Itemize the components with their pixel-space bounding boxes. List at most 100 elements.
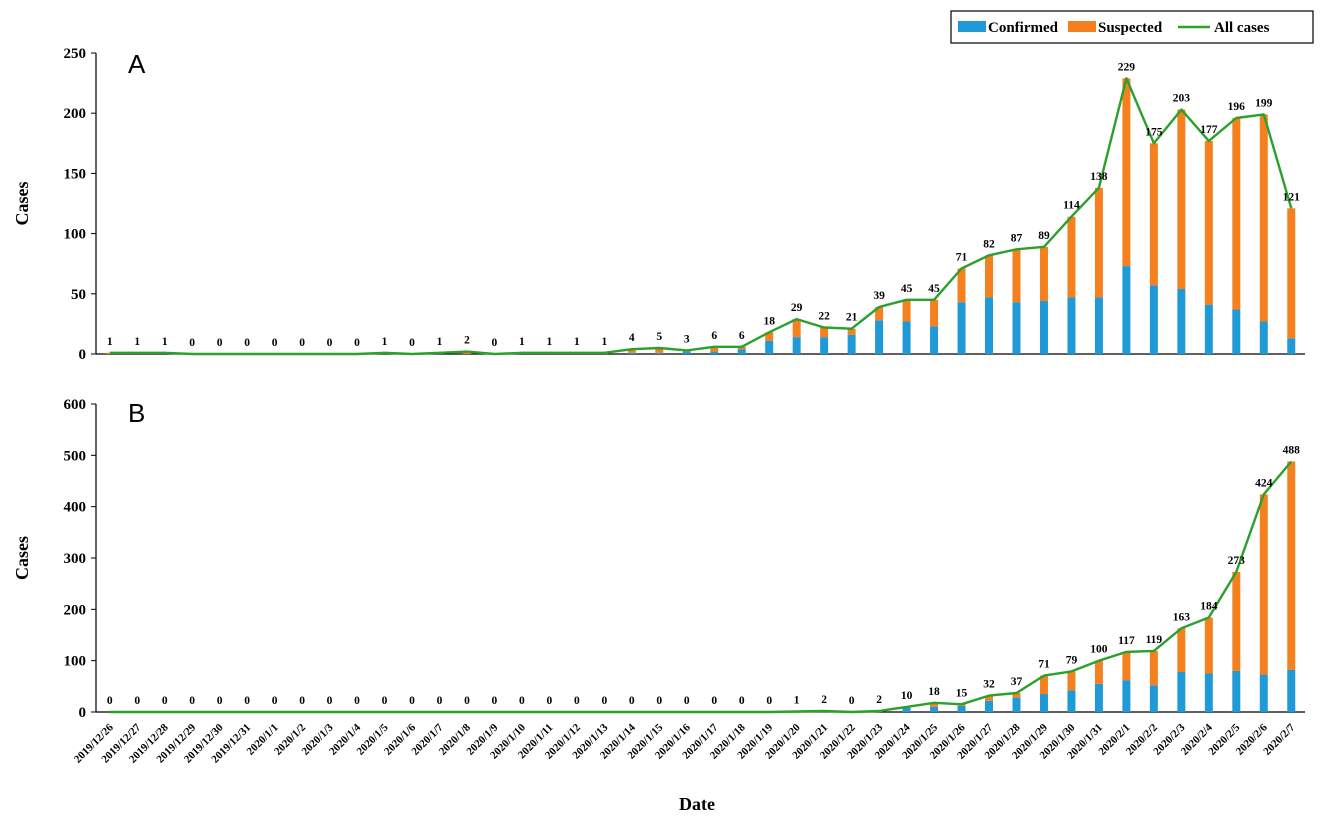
all-cases-data-label: 71 (1038, 659, 1050, 671)
all-cases-data-label: 138 (1090, 171, 1108, 183)
suspected-bar (820, 327, 829, 338)
all-cases-data-label: 0 (464, 695, 470, 707)
legend-confirmed-label: Confirmed (988, 20, 1059, 36)
confirmed-bar (1232, 309, 1241, 354)
suspected-bar (710, 346, 719, 352)
suspected-bar (1039, 675, 1048, 695)
panel-a-label: A (128, 49, 146, 79)
confirmed-bar (1259, 674, 1268, 712)
confirmed-bar (1259, 321, 1268, 354)
confirmed-bar (682, 351, 691, 354)
confirmed-bar (1094, 683, 1103, 712)
all-cases-data-label: 0 (409, 337, 415, 349)
confirmed-bar (765, 340, 774, 354)
suspected-bar (875, 307, 884, 321)
confirmed-bar (1177, 288, 1186, 354)
suspected-bar (1012, 693, 1021, 698)
confirmed-bar (1232, 670, 1241, 712)
suspected-bar (1067, 216, 1076, 298)
all-cases-data-label: 0 (299, 695, 305, 707)
all-cases-data-label: 203 (1173, 93, 1191, 105)
suspected-bar (957, 268, 966, 303)
y-tick-label: 100 (64, 227, 87, 243)
all-cases-data-label: 79 (1066, 654, 1078, 666)
all-cases-data-label: 229 (1118, 61, 1136, 73)
confirmed-bar (1067, 690, 1076, 712)
all-cases-data-label: 89 (1038, 230, 1050, 242)
all-cases-data-label: 0 (382, 695, 388, 707)
suspected-bar (1259, 494, 1268, 675)
confirmed-bar (875, 320, 884, 354)
confirmed-bar (985, 297, 994, 354)
all-cases-data-label: 37 (1011, 676, 1023, 688)
all-cases-data-label: 424 (1255, 477, 1273, 489)
y-tick-label: 150 (64, 166, 87, 182)
confirmed-bar (902, 321, 911, 354)
y-tick-label: 200 (64, 602, 87, 618)
all-cases-data-label: 0 (299, 337, 305, 349)
all-cases-data-label: 273 (1228, 555, 1246, 567)
suspected-bar (1122, 78, 1131, 267)
all-cases-data-label: 29 (791, 302, 803, 314)
panel-b-label: B (128, 398, 145, 428)
y-tick-label: 500 (64, 448, 87, 464)
all-cases-data-label: 0 (766, 695, 772, 707)
all-cases-data-label: 0 (519, 695, 525, 707)
confirmed-bar (1287, 669, 1296, 712)
confirmed-bar (1122, 680, 1131, 712)
confirmed-bar (1204, 304, 1213, 354)
all-cases-data-label: 0 (244, 337, 250, 349)
all-cases-data-label: 0 (684, 695, 690, 707)
y-tick-label: 400 (64, 500, 87, 516)
all-cases-line (109, 460, 1293, 714)
all-cases-data-label: 1 (134, 336, 140, 348)
confirmed-bar (1149, 285, 1158, 354)
all-cases-data-label: 18 (928, 686, 940, 698)
y-tick-label: 0 (79, 705, 87, 721)
suspected-bar (1232, 571, 1241, 671)
all-cases-data-label: 6 (739, 330, 745, 342)
y-tick-label: 250 (64, 46, 87, 62)
all-cases-data-label: 0 (601, 695, 607, 707)
confirmed-bar (847, 334, 856, 354)
confirmed-bar (1204, 673, 1213, 712)
confirmed-bar (792, 337, 801, 354)
all-cases-data-label: 100 (1090, 644, 1108, 656)
suspected-bar (1149, 650, 1158, 686)
all-cases-data-label: 121 (1283, 191, 1301, 203)
confirmed-bar (627, 352, 636, 354)
x-axis-title: Date (679, 794, 715, 814)
all-cases-data-label: 0 (711, 695, 717, 707)
all-cases-data-label: 0 (492, 695, 498, 707)
all-cases-line (109, 77, 1293, 356)
all-cases-data-label: 0 (217, 337, 223, 349)
confirmed-bar (1122, 266, 1131, 354)
all-cases-data-label: 71 (956, 252, 968, 264)
legend-box (950, 10, 1314, 44)
all-cases-data-label: 119 (1146, 634, 1163, 646)
confirmed-bar (957, 302, 966, 354)
all-cases-data-label: 2 (464, 335, 470, 347)
suspected-bar (1094, 187, 1103, 298)
all-cases-data-label: 0 (327, 695, 333, 707)
all-cases-data-label: 0 (107, 695, 113, 707)
all-cases-data-label: 0 (656, 695, 662, 707)
y-tick-label: 600 (64, 397, 87, 413)
all-cases-data-label: 0 (354, 337, 360, 349)
all-cases-data-label: 0 (189, 695, 195, 707)
suspected-bar (1232, 118, 1241, 310)
panel-a-y-axis-title: Cases (12, 182, 32, 226)
all-cases-data-label: 1 (437, 336, 443, 348)
x-tick-label: 2020/2/7 (1261, 721, 1297, 757)
suspected-bar (1122, 651, 1131, 681)
confirmed-bar (930, 326, 939, 354)
confirmed-bar (1177, 671, 1186, 712)
all-cases-data-label: 5 (656, 331, 662, 343)
suspected-bar (930, 299, 939, 327)
all-cases-data-label: 1 (162, 336, 168, 348)
suspected-bar (1149, 143, 1158, 286)
confirmed-bar (1039, 694, 1048, 712)
confirmed-bar (655, 352, 664, 354)
